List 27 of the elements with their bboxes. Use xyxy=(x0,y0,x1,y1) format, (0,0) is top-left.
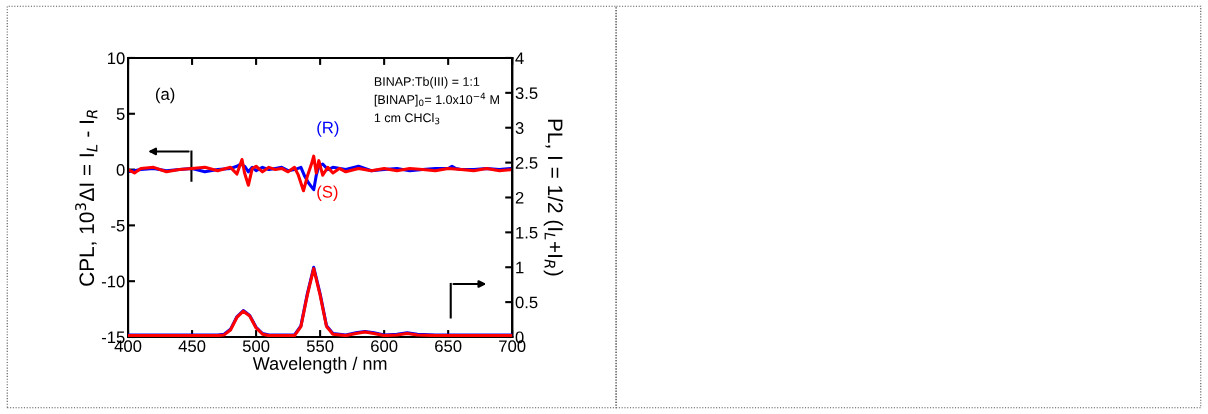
y-tick-label: 5 xyxy=(116,108,125,120)
annotation: BINAP:Tb(III) = 1:1 xyxy=(374,76,480,89)
y2-tick-label: 1 xyxy=(516,261,524,274)
series-label: (R) xyxy=(317,121,339,137)
x-tick-label: 600 xyxy=(371,340,398,353)
annotation: (a) xyxy=(155,87,175,104)
y-tick-label: 10 xyxy=(108,52,125,65)
y2-tick-label: 2 xyxy=(515,191,524,204)
annotation: [BINAP]$_{0}$= 1.0x10$^{−4}$ M xyxy=(374,92,499,107)
y2-axis-title: PL, I = 1/2 (I$_{L}$+I$_{R}$) xyxy=(543,119,564,276)
y2-tick-label: 1.5 xyxy=(516,226,538,239)
y-tick-label: 0 xyxy=(116,163,125,176)
x-axis-title: Wavelength / nm xyxy=(252,356,387,374)
y-tick-label: -5 xyxy=(111,219,125,232)
y-axis-title: CPL, 10$^{3}$ΔI = I$_{L}$ - I$_{R}$ xyxy=(75,110,98,286)
x-tick-label: 650 xyxy=(435,340,462,353)
series-label: (S) xyxy=(317,185,338,201)
y2-tick-label: 2.5 xyxy=(515,157,538,169)
x-tick-label: 550 xyxy=(306,340,334,353)
y2-tick-label: 0.5 xyxy=(515,296,538,309)
y2-tick-label: 3 xyxy=(515,122,524,134)
y-tick-label: -10 xyxy=(101,275,125,288)
annotation: 1 cm CHCl$_{3}$ xyxy=(374,113,440,125)
x-tick-label: 450 xyxy=(178,340,206,353)
y2-tick-label: 3.5 xyxy=(515,87,538,100)
y2-tick-label: 4 xyxy=(515,52,524,64)
x-tick-label: 500 xyxy=(242,340,270,353)
